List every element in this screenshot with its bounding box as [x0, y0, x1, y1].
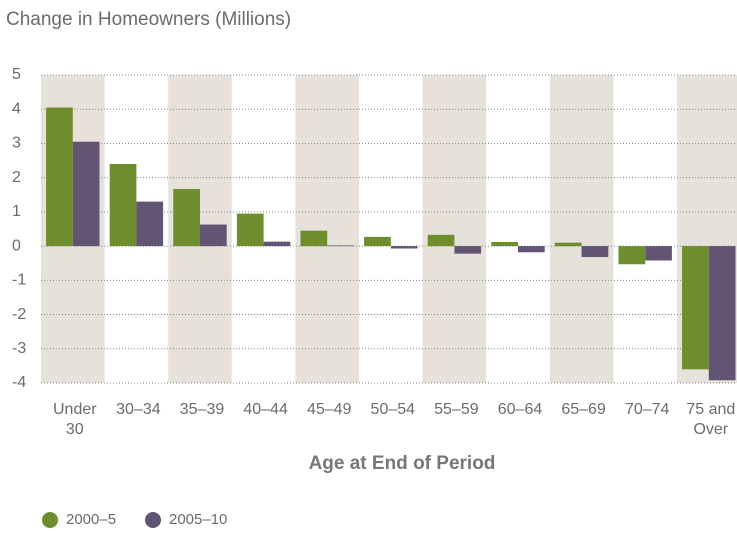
- bar: [390, 246, 418, 249]
- x-tick-label: 50–54: [370, 401, 416, 418]
- bar: [136, 201, 164, 247]
- bar: [618, 246, 646, 265]
- x-tick-label: 40–44: [243, 401, 288, 418]
- x-tick-label: Under 30: [53, 401, 97, 438]
- bar: [708, 246, 736, 381]
- x-tick-label: 30–34: [116, 401, 161, 418]
- y-tick-label: 3: [12, 135, 21, 152]
- legend-swatch: [42, 512, 58, 528]
- bar: [109, 163, 137, 247]
- y-tick-label: 0: [12, 237, 21, 254]
- bar: [518, 246, 545, 253]
- y-tick-label: 2: [12, 169, 21, 186]
- band-shade: [295, 75, 359, 383]
- bar: [263, 241, 291, 247]
- bar: [327, 245, 354, 247]
- bar: [491, 242, 518, 247]
- y-tick-label: 4: [12, 100, 21, 117]
- legend-swatch: [145, 512, 161, 528]
- y-tick-label: -2: [12, 306, 26, 323]
- bar: [236, 213, 264, 247]
- x-tick-label: 45–49: [306, 401, 352, 418]
- bar: [364, 236, 391, 247]
- bar: [581, 246, 609, 258]
- chart-title: Change in Homeowners (Millions): [6, 9, 291, 30]
- y-tick-label: -3: [12, 340, 26, 357]
- y-tick-label: -4: [12, 374, 26, 391]
- y-tick-label: 1: [12, 203, 21, 220]
- x-tick-label: 60–64: [497, 401, 543, 418]
- bar: [200, 224, 227, 247]
- band-shade: [422, 75, 487, 383]
- x-tick-label: 35–39: [179, 401, 225, 418]
- x-tick-label: 55–59: [434, 401, 479, 418]
- legend-label: 2005–10: [169, 511, 227, 528]
- bar: [173, 188, 200, 247]
- bar: [554, 242, 582, 247]
- bar: [454, 246, 482, 254]
- bar: [46, 107, 73, 247]
- x-tick-label: 75 and Over: [686, 401, 736, 438]
- legend-label: 2000–5: [66, 511, 116, 528]
- bar: [72, 141, 100, 247]
- band-shade: [549, 75, 614, 383]
- bar: [645, 246, 672, 261]
- x-axis-label: Age at End of Period: [309, 453, 496, 474]
- y-tick-label: -1: [12, 272, 26, 289]
- x-tick-label: 65–69: [561, 401, 606, 418]
- y-tick-label: 5: [12, 66, 21, 83]
- bar: [300, 230, 328, 247]
- bar: [682, 246, 709, 370]
- bar: [427, 234, 455, 247]
- x-tick-label: 70–74: [624, 401, 670, 418]
